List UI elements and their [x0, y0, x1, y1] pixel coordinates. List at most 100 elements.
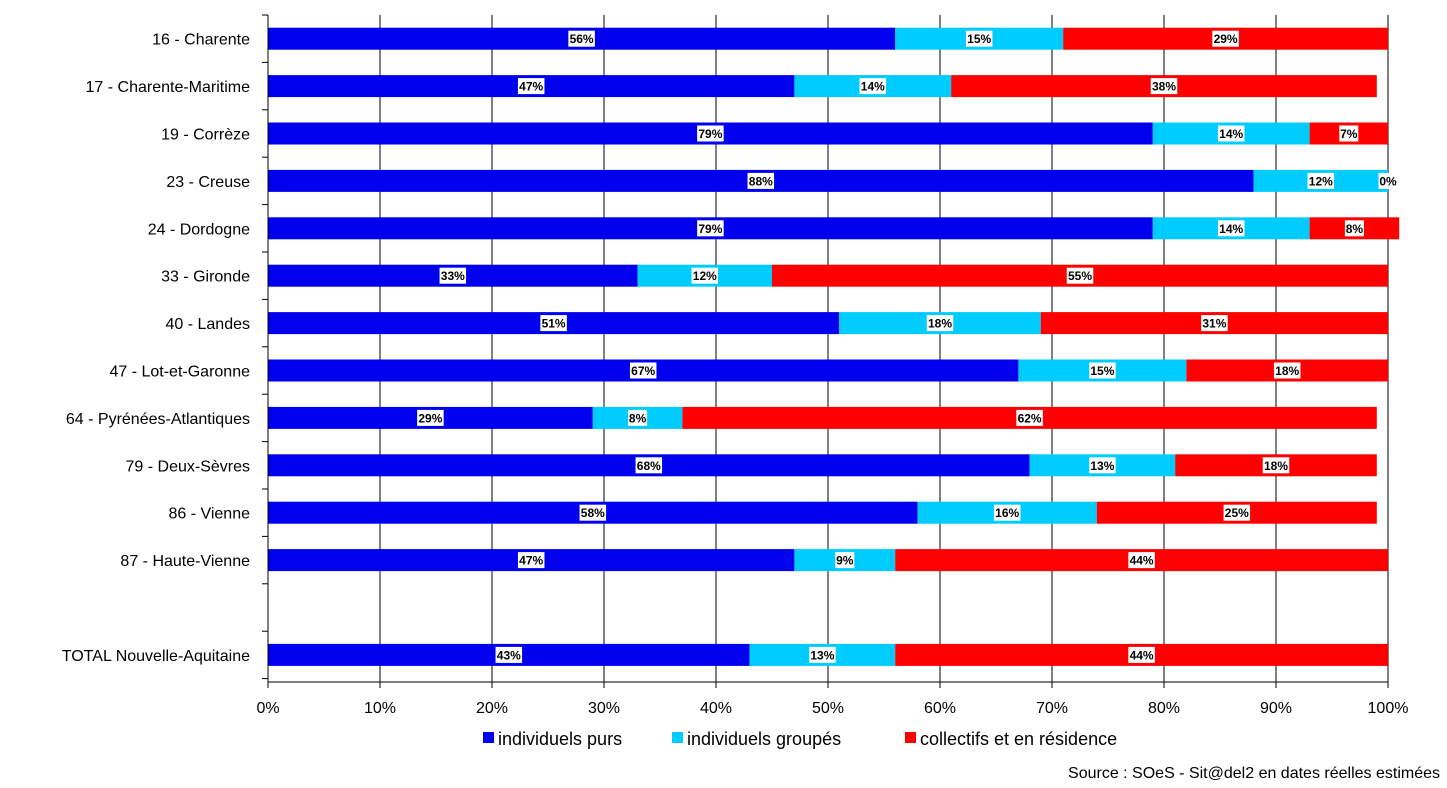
axes: 0% 10% 20% 30% 40% 50% 60% 70% 80% 90% 100% 16 - Ch…	[62, 14, 1409, 717]
data-label: 79%	[698, 222, 722, 236]
data-label: 88%	[749, 174, 773, 188]
data-label: 0%	[1379, 174, 1397, 188]
data-label: 16%	[995, 506, 1019, 520]
data-label-box	[859, 78, 887, 95]
data-label-box	[1128, 646, 1155, 663]
x-tick-label: 10%	[364, 700, 396, 717]
data-label: 29%	[1214, 32, 1238, 46]
data-label-box	[417, 409, 444, 426]
data-label-box	[697, 220, 724, 237]
data-label-box	[1217, 220, 1245, 237]
data-label-box	[517, 78, 545, 95]
data-label: 18%	[928, 317, 952, 331]
data-label: 14%	[1219, 127, 1243, 141]
data-label-box	[1307, 172, 1335, 189]
data-label-box	[1150, 78, 1178, 95]
x-tick-label: 90%	[1260, 700, 1292, 717]
data-label-box	[1217, 125, 1245, 142]
legend: individuels purs individuels groupés colle…	[483, 729, 1117, 749]
data-label-box	[965, 30, 993, 47]
data-label-box	[926, 315, 954, 332]
data-label-box	[1344, 220, 1364, 237]
x-tick-label: 50%	[812, 700, 844, 717]
data-label-box	[1201, 315, 1228, 332]
x-tick-label: 30%	[588, 700, 620, 717]
data-label: 43%	[497, 648, 521, 662]
legend-label: individuels groupés	[687, 729, 841, 749]
data-label-box	[993, 504, 1021, 521]
data-label-box	[540, 315, 567, 332]
x-tick-label: 100%	[1368, 700, 1409, 717]
data-label: 7%	[1340, 127, 1358, 141]
data-label: 44%	[1130, 554, 1154, 568]
x-tick-label: 20%	[476, 700, 508, 717]
data-label: 15%	[967, 32, 991, 46]
data-label-box	[568, 30, 595, 47]
category-label: 79 - Deux-Sèvres	[126, 458, 251, 475]
data-label: 47%	[519, 554, 543, 568]
data-label-box	[697, 125, 724, 142]
data-label: 18%	[1264, 459, 1288, 473]
data-label: 12%	[693, 269, 717, 283]
data-label: 62%	[1018, 411, 1042, 425]
data-label-box	[1262, 457, 1290, 474]
data-label-box	[439, 267, 467, 284]
x-tick-label: 80%	[1148, 700, 1180, 717]
legend-swatch	[672, 732, 683, 743]
data-label: 9%	[836, 554, 854, 568]
data-label-box	[809, 646, 836, 663]
category-label: 16 - Charente	[152, 32, 250, 49]
x-tick-label: 70%	[1036, 700, 1068, 717]
category-label: 86 - Vienne	[168, 506, 250, 523]
category-label: 87 - Haute-Vienne	[120, 553, 250, 570]
data-label: 38%	[1152, 80, 1176, 94]
data-label-box	[517, 552, 545, 569]
data-label-box	[1273, 362, 1301, 379]
data-labels: 56% 15% 29% 47% 14% 38% 79% 14% 7% 88% 12% 0% 79% 14%…	[417, 30, 1398, 663]
legend-swatch	[483, 732, 494, 743]
data-label-box	[1016, 409, 1043, 426]
data-label: 8%	[629, 411, 647, 425]
data-label: 12%	[1309, 174, 1333, 188]
data-label: 15%	[1090, 364, 1114, 378]
data-label: 67%	[631, 364, 655, 378]
data-label: 14%	[861, 80, 885, 94]
x-tick-label: 60%	[924, 700, 956, 717]
data-label-box	[1378, 172, 1398, 189]
data-label-box	[1223, 504, 1251, 521]
data-label: 58%	[581, 506, 605, 520]
category-label: 40 - Landes	[165, 316, 250, 333]
category-label: 33 - Gironde	[161, 269, 250, 286]
data-label: 8%	[1346, 222, 1364, 236]
data-label: 25%	[1225, 506, 1249, 520]
data-label: 68%	[637, 459, 661, 473]
category-label: 64 - Pyrénées-Atlantiques	[66, 411, 250, 428]
data-label: 44%	[1130, 648, 1154, 662]
data-label-box	[747, 172, 775, 189]
category-label: 47 - Lot-et-Garonne	[109, 364, 250, 381]
bars	[268, 27, 1400, 666]
category-label: 23 - Creuse	[166, 174, 250, 191]
gridlines	[267, 15, 1389, 682]
data-label-box	[1128, 552, 1155, 569]
data-label: 13%	[1090, 459, 1114, 473]
data-label-box	[1339, 125, 1359, 142]
data-label: 31%	[1202, 317, 1226, 331]
data-label: 55%	[1068, 269, 1092, 283]
x-tick-label: 40%	[700, 700, 732, 717]
data-label-box	[835, 552, 855, 569]
category-label: 19 - Corrèze	[161, 127, 250, 144]
legend-label: collectifs et en résidence	[920, 729, 1117, 749]
data-label-box	[1066, 267, 1094, 284]
data-label-box	[629, 362, 657, 379]
category-label: TOTAL Nouvelle-Aquitaine	[62, 648, 250, 665]
data-label: 33%	[441, 269, 465, 283]
legend-swatch	[905, 732, 916, 743]
source-note: Source : SOeS - Sit@del2 en dates réelle…	[1068, 765, 1440, 782]
data-label-box	[1089, 362, 1116, 379]
category-label: 24 - Dordogne	[148, 221, 250, 238]
data-label-box	[495, 646, 523, 663]
data-label-box	[628, 409, 648, 426]
